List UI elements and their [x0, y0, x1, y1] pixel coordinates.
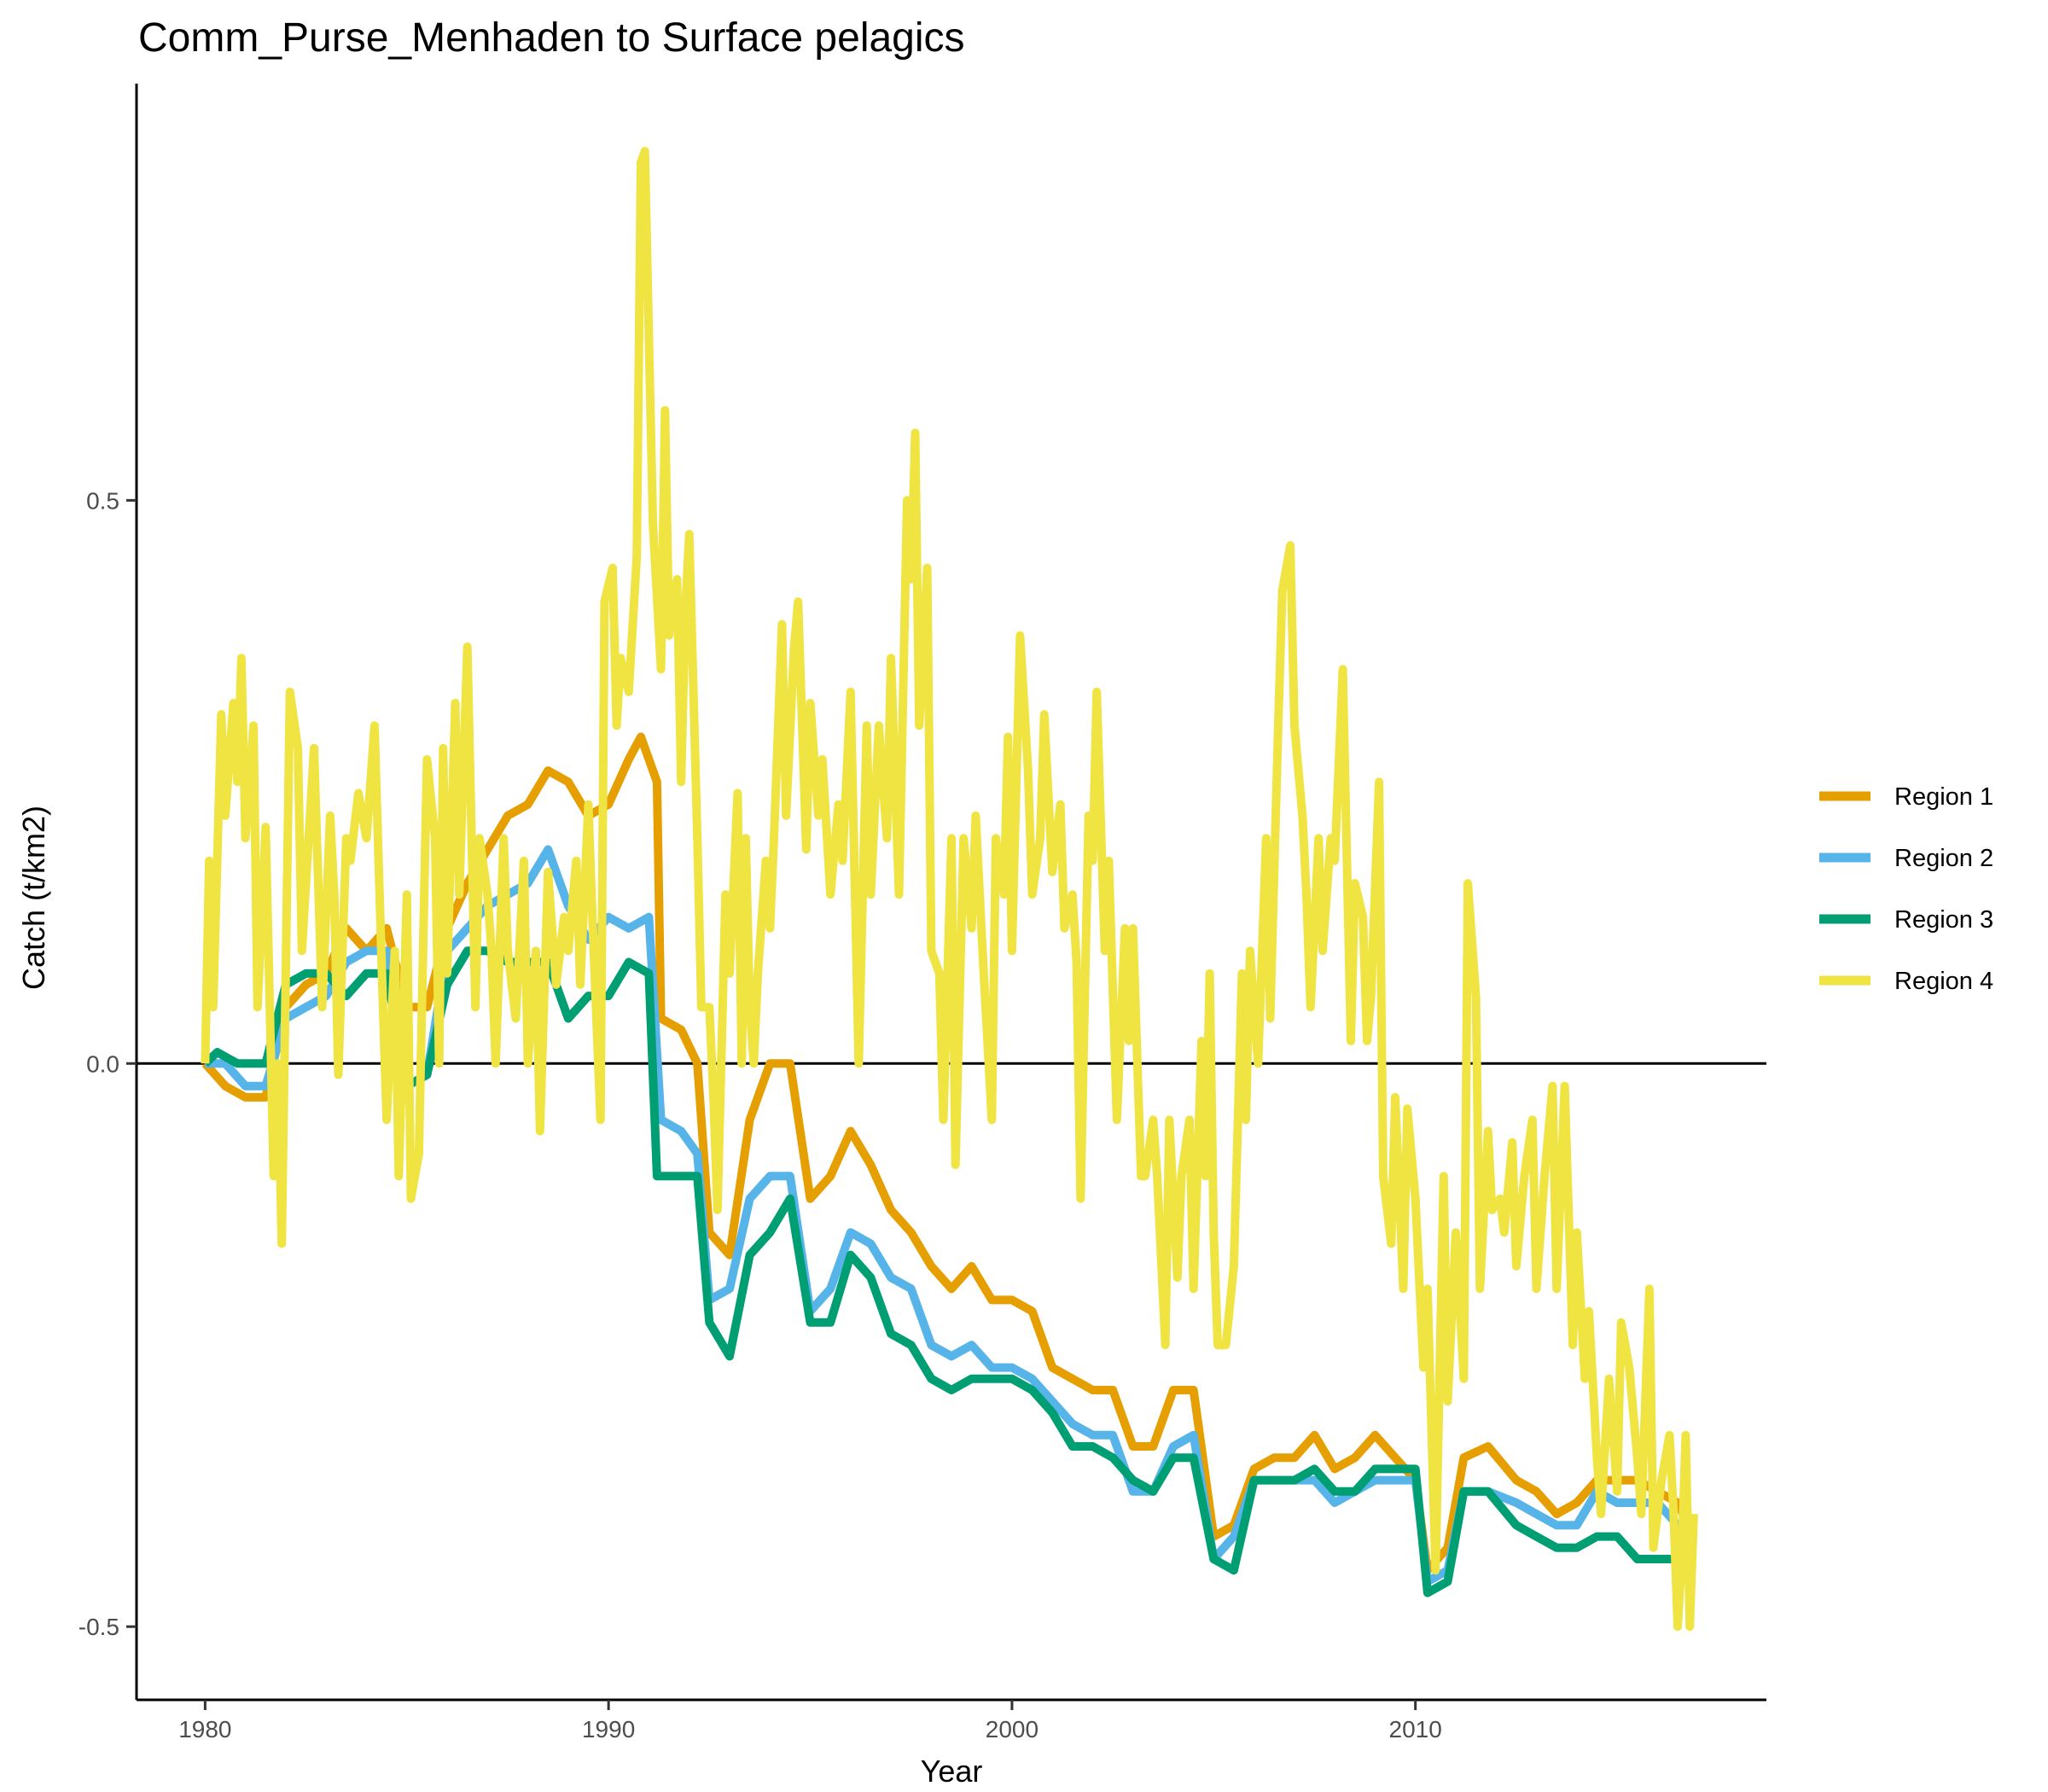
- legend-label-region-4: Region 4: [1894, 968, 1993, 995]
- series-lines: [201, 147, 1698, 1632]
- y-tick-label: 0.5: [86, 487, 119, 514]
- y-tick-label: -0.5: [79, 1614, 119, 1640]
- y-ticks: 0.5 0.0 -0.5: [79, 487, 137, 1640]
- series-line-region-3: [201, 946, 1696, 1597]
- x-tick-label: 1980: [178, 1716, 231, 1743]
- x-tick-label: 2000: [986, 1716, 1039, 1743]
- x-tick-label: 1990: [582, 1716, 635, 1743]
- legend-label-region-2: Region 2: [1894, 845, 1993, 872]
- x-tick-label: 2010: [1389, 1716, 1442, 1743]
- legend-label-region-1: Region 1: [1894, 783, 1993, 811]
- legend-label-region-3: Region 3: [1894, 906, 1993, 934]
- chart-title: Comm_Purse_Menhaden to Surface pelagics: [138, 15, 965, 61]
- x-ticks: 1980 1990 2000 2010: [178, 1700, 1442, 1743]
- legend: Region 1 Region 2 Region 3 Region 4: [1819, 783, 1993, 995]
- y-tick-label: 0.0: [86, 1050, 119, 1077]
- y-axis-title: Catch (t/km2): [16, 806, 51, 990]
- series-line-region-4: [201, 147, 1698, 1632]
- series-line-region-2: [205, 845, 1697, 1586]
- x-axis-title: Year: [921, 1754, 983, 1789]
